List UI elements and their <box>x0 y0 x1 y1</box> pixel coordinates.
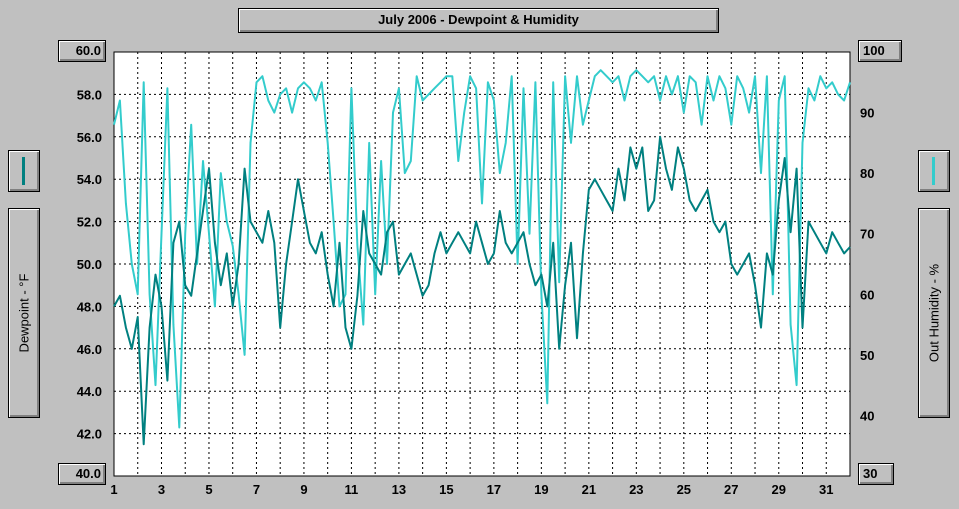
plot-area <box>114 52 850 476</box>
y-tick-label: 54.0 <box>77 172 102 187</box>
y2-axis-max-label: 100 <box>858 40 902 62</box>
right-axis-label-box: Out Humidity - % <box>918 208 950 418</box>
y-tick-label: 44.0 <box>77 384 102 399</box>
dewpoint-legend-line <box>22 157 25 185</box>
y-tick-label: 46.0 <box>77 342 102 357</box>
x-tick-label: 9 <box>300 482 307 497</box>
x-tick-label: 19 <box>534 482 548 497</box>
plot-border <box>113 51 851 477</box>
x-tick-label: 5 <box>205 482 212 497</box>
x-tick-label: 27 <box>724 482 738 497</box>
y2-tick-label: 70 <box>860 227 874 242</box>
humidity-legend-swatch <box>918 150 950 192</box>
x-tick-label: 25 <box>677 482 691 497</box>
x-tick-label: 11 <box>345 482 359 497</box>
y2-tick-label: 40 <box>860 408 874 423</box>
dewpoint-series-line <box>113 135 851 446</box>
y-tick-label: 56.0 <box>77 130 102 145</box>
y2-tick-label: 80 <box>860 166 874 181</box>
x-tick-label: 29 <box>772 482 786 497</box>
y2-tick-label: 60 <box>860 287 874 302</box>
x-tick-label: 3 <box>158 482 165 497</box>
y-axis-min-label: 40.0 <box>58 463 106 485</box>
y-tick-label: 50.0 <box>77 257 102 272</box>
x-tick-label: 13 <box>392 482 406 497</box>
x-tick-label: 15 <box>439 482 453 497</box>
y2-axis-min-label: 30 <box>858 463 894 485</box>
chart-title: July 2006 - Dewpoint & Humidity <box>238 8 719 33</box>
y2-tick-label: 90 <box>860 106 874 121</box>
y-tick-label: 58.0 <box>77 87 102 102</box>
left-axis-label-box: Dewpoint - °F <box>8 208 40 418</box>
y-tick-label: 42.0 <box>77 427 102 442</box>
x-tick-label: 1 <box>110 482 117 497</box>
x-tick-label: 31 <box>819 482 833 497</box>
dewpoint-legend-swatch <box>8 150 40 192</box>
x-tick-label: 17 <box>487 482 501 497</box>
x-tick-label: 21 <box>582 482 596 497</box>
x-tick-label: 7 <box>253 482 260 497</box>
y2-tick-label: 50 <box>860 348 874 363</box>
y-tick-label: 48.0 <box>77 299 102 314</box>
y-tick-label: 52.0 <box>77 215 102 230</box>
humidity-legend-line <box>932 157 935 185</box>
x-tick-label: 23 <box>629 482 643 497</box>
y-axis-max-label: 60.0 <box>58 40 106 62</box>
